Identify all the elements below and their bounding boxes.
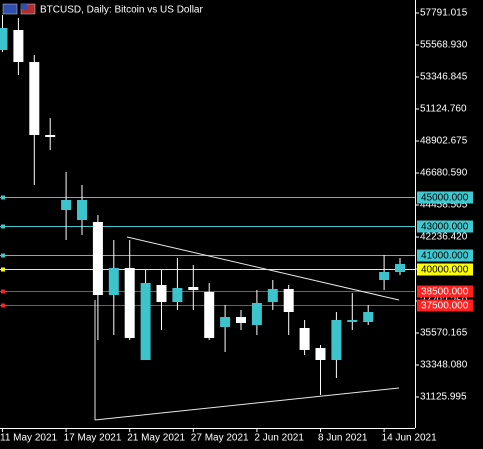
level-label: 43000.000 [421, 222, 469, 233]
candle-body [220, 317, 231, 328]
level-marker [1, 303, 5, 308]
candle-body [92, 221, 103, 296]
candle-body [395, 264, 405, 272]
y-tick-label: 51124.760 [420, 104, 467, 115]
flag-icon [21, 4, 27, 9]
candle-body [204, 292, 215, 339]
candle-body [188, 287, 199, 290]
y-tick-label: 46680.590 [420, 168, 468, 179]
level-label: 37500.000 [421, 301, 469, 312]
time-axis: 11 May 2021 17 May 2021 21 May 2021 27 May … [0, 428, 437, 444]
y-tick-label: 55568.930 [420, 40, 468, 51]
level-label-box [417, 220, 473, 233]
symbol-icon [2, 3, 36, 15]
level-marker [1, 195, 5, 200]
level-label-box [417, 285, 473, 298]
level-marker [1, 253, 5, 258]
level-label-box [417, 191, 473, 204]
x-tick-label: 11 May 2021 [0, 433, 58, 444]
candle-body [156, 285, 167, 303]
chart-title: BTCUSD, Daily: Bitcoin vs US Dollar [40, 5, 203, 16]
y-tick-label: 35570.165 [420, 328, 468, 339]
candle-body [77, 199, 87, 220]
y-tick-label: 33348.080 [420, 360, 468, 371]
candle-body [267, 289, 278, 303]
candle-body [61, 199, 72, 211]
level-marker [1, 267, 5, 272]
candle-body [299, 328, 310, 351]
candle-body [45, 135, 56, 138]
flag-icon [2, 3, 18, 15]
x-tick-label: 17 May 2021 [64, 433, 122, 444]
candle-body [0, 28, 8, 50]
level-label-box [417, 263, 473, 276]
trendline [94, 387, 400, 421]
x-tick-label: 21 May 2021 [127, 433, 185, 444]
level-label: 38500.000 [421, 287, 469, 298]
y-tick-label: 42236.420 [420, 232, 468, 243]
candle-body [251, 303, 262, 326]
candle-body [236, 317, 246, 324]
y-tick-label: 44458.505 [420, 200, 468, 211]
level-label-box [417, 249, 473, 262]
x-tick-label: 14 Jun 2021 [382, 433, 437, 444]
candle-body [331, 319, 342, 361]
candle-body [29, 62, 40, 136]
level-label: 40000.000 [421, 265, 469, 276]
trendline [126, 236, 400, 301]
y-tick-label: 57791.015 [420, 8, 468, 19]
candles [0, 15, 405, 396]
candle-body [363, 312, 374, 322]
y-tick-label: 48902.675 [420, 136, 468, 147]
y-tick-label: 31125.995 [420, 392, 467, 403]
y-tick-label: 53346.845 [420, 72, 468, 83]
candle-body [140, 283, 151, 361]
level-label: 45000.000 [421, 193, 469, 204]
x-tick-label: 27 May 2021 [191, 433, 249, 444]
candle-body [379, 271, 390, 281]
candle-body [283, 289, 294, 313]
level-label: 41000.000 [421, 251, 469, 262]
level-labels: 45000.000 43000.000 41000.000 40000.000 3850… [417, 191, 473, 312]
x-tick-label: 8 Jun 2021 [318, 433, 368, 444]
candle-body [347, 319, 358, 322]
level-label-box [417, 299, 473, 312]
candle-body [13, 29, 24, 63]
level-marker [1, 224, 5, 229]
level-marker [1, 289, 5, 294]
candle-body [172, 288, 183, 303]
candle-body [124, 268, 135, 339]
candle-body [108, 268, 119, 296]
trendlines [94, 236, 400, 421]
candle-body [315, 348, 326, 361]
x-tick-label: 2 Jun 2021 [254, 433, 304, 444]
